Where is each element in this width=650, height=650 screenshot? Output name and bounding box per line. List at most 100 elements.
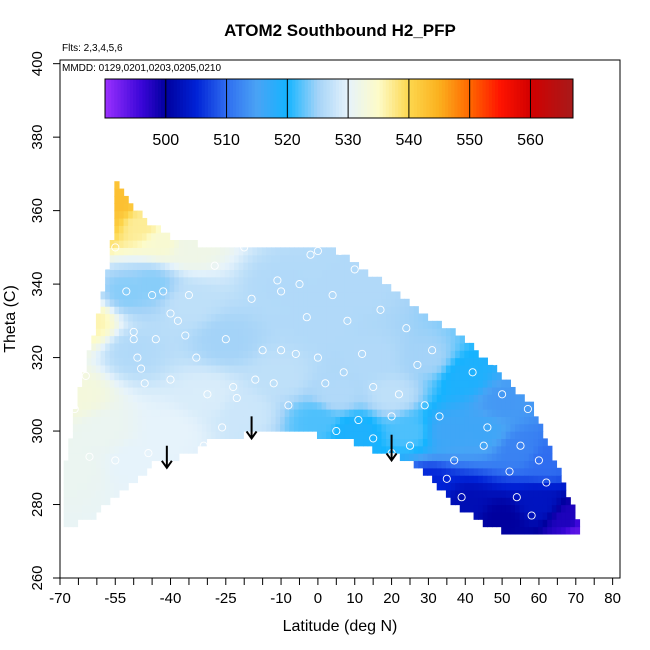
heatmap-cell — [459, 431, 465, 439]
heatmap-cell — [270, 372, 277, 381]
heatmap-cell — [178, 401, 185, 410]
heatmap-cell — [386, 320, 392, 329]
heatmap-cell — [160, 364, 166, 373]
heatmap-cell — [243, 313, 249, 322]
heatmap-cell — [77, 445, 83, 454]
heatmap-cell — [326, 423, 332, 432]
heatmap-cell — [206, 357, 212, 366]
heatmap-cell — [211, 328, 217, 337]
heatmap-cell — [349, 423, 355, 432]
heatmap-cell — [123, 445, 129, 454]
heatmap-cell — [160, 269, 166, 278]
heatmap-cell — [220, 372, 226, 381]
heatmap-cell — [243, 364, 249, 373]
heatmap-cell — [118, 460, 125, 469]
heatmap-cell — [82, 497, 88, 506]
heatmap-cell — [464, 482, 470, 491]
heatmap-cell — [146, 240, 152, 248]
y-axis-label: Theta (C) — [2, 285, 19, 353]
heatmap-cell — [487, 423, 493, 432]
heatmap-cell — [100, 386, 106, 395]
heatmap-cell — [307, 386, 313, 395]
heatmap-cell — [109, 438, 115, 447]
heatmap-cell — [91, 460, 97, 469]
heatmap-cell — [257, 335, 263, 344]
heatmap-cell — [561, 519, 567, 528]
heatmap-cell — [270, 379, 277, 388]
heatmap-cell — [551, 475, 558, 484]
heatmap-cell — [418, 313, 424, 322]
heatmap-cell — [95, 350, 102, 359]
heatmap-cell — [445, 431, 452, 439]
heatmap-cell — [358, 431, 364, 439]
heatmap-cell — [137, 423, 143, 432]
heatmap-cell — [118, 247, 125, 256]
heatmap-cell — [538, 460, 544, 469]
heatmap-cell — [220, 328, 226, 337]
heatmap-cell — [482, 489, 488, 498]
heatmap-cell — [547, 445, 553, 454]
heatmap-cell — [95, 386, 102, 395]
heatmap-cell — [390, 416, 396, 425]
heatmap-cell — [335, 328, 341, 337]
heatmap-cell — [404, 409, 410, 417]
heatmap-cell — [427, 445, 433, 454]
heatmap-cell — [95, 409, 102, 417]
heatmap-cell — [128, 445, 134, 454]
heatmap-cell — [445, 438, 452, 447]
heatmap-cell — [321, 335, 327, 344]
heatmap-cell — [441, 445, 447, 454]
heatmap-cell — [487, 467, 493, 476]
heatmap-cell — [330, 284, 336, 293]
heatmap-cell — [409, 350, 415, 359]
heatmap-cell — [206, 423, 212, 432]
heatmap-cell — [293, 284, 300, 293]
heatmap-cell — [123, 401, 129, 410]
heatmap-cell — [409, 409, 415, 417]
heatmap-cell — [178, 247, 185, 256]
heatmap-cell — [349, 320, 355, 329]
heatmap-cell — [165, 409, 171, 417]
heatmap-cell — [123, 372, 129, 381]
heatmap-cell — [316, 423, 323, 432]
sample-point — [85, 452, 94, 461]
heatmap-cell — [132, 225, 138, 234]
heatmap-cell — [91, 416, 97, 425]
heatmap-cell — [178, 298, 185, 307]
heatmap-cell — [335, 372, 341, 381]
colorbar-segment — [239, 79, 243, 118]
heatmap-cell — [533, 519, 539, 528]
heatmap-cell — [82, 401, 88, 410]
heatmap-cell — [197, 247, 203, 256]
heatmap-cell — [491, 438, 498, 447]
heatmap-cell — [349, 364, 355, 373]
colorbar-segment — [488, 79, 493, 118]
heatmap-cell — [109, 467, 115, 476]
heatmap-cell — [100, 445, 106, 454]
heatmap-cell — [330, 364, 336, 373]
heatmap-cell — [413, 453, 419, 462]
sample-point — [144, 449, 153, 458]
heatmap-cell — [151, 320, 157, 329]
heatmap-cell — [436, 328, 442, 337]
heatmap-cell — [418, 438, 424, 447]
heatmap-cell — [353, 431, 360, 439]
heatmap-cell — [128, 357, 134, 366]
heatmap-cell — [224, 306, 231, 315]
heatmap-cell — [289, 276, 295, 285]
heatmap-cell — [257, 306, 263, 315]
heatmap-cell — [445, 394, 452, 403]
heatmap-cell — [390, 438, 396, 447]
heatmap-cell — [464, 394, 470, 403]
heatmap-cell — [146, 254, 152, 263]
heatmap-cell — [505, 438, 511, 447]
heatmap-cell — [165, 320, 171, 329]
heatmap-cell — [293, 254, 300, 263]
heatmap-cell — [183, 313, 189, 322]
heatmap-cell — [137, 225, 143, 234]
colorbar-tick-label: 550 — [456, 132, 483, 149]
heatmap-cell — [280, 320, 286, 329]
heatmap-cell — [270, 357, 277, 366]
heatmap-cell — [395, 431, 401, 439]
heatmap-cell — [344, 372, 350, 381]
